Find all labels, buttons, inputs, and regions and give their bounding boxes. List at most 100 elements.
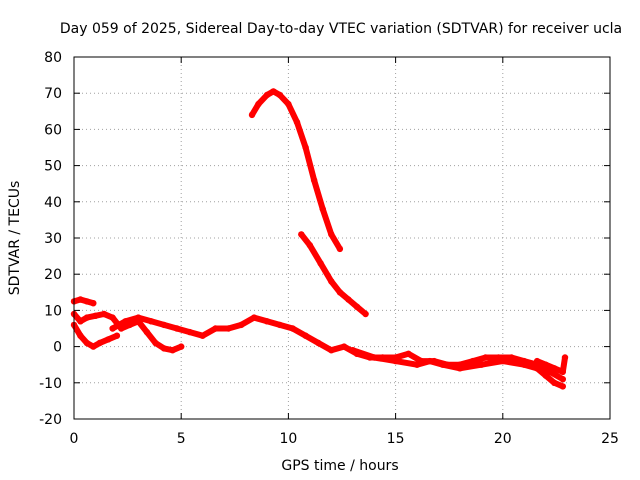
data-point bbox=[169, 347, 176, 354]
data-point bbox=[521, 361, 528, 368]
data-point bbox=[499, 357, 506, 365]
data-point bbox=[336, 245, 344, 253]
data-point bbox=[92, 312, 99, 319]
data-point bbox=[328, 278, 335, 285]
data-point bbox=[302, 332, 309, 339]
data-point bbox=[160, 345, 168, 352]
data-point bbox=[225, 325, 232, 332]
tick-layer: 0 5 10 15 20 25 -20 -10 0 10 20 30 40 50 60 70 80 bbox=[39, 50, 619, 447]
data-point bbox=[551, 379, 558, 386]
y-tick-label: 50 bbox=[44, 159, 62, 175]
data-point bbox=[143, 328, 151, 336]
chart-title: Day 059 of 2025, Sidereal Day-to-day VTE… bbox=[60, 21, 622, 37]
series-arc-late-tail bbox=[533, 354, 569, 376]
data-point bbox=[542, 372, 549, 379]
y-tick-label: 40 bbox=[44, 195, 62, 211]
data-point bbox=[508, 354, 515, 361]
x-axis-label: GPS time / hours bbox=[281, 458, 398, 474]
data-point bbox=[250, 314, 258, 321]
data-point bbox=[551, 365, 558, 372]
data-point bbox=[345, 296, 352, 303]
data-point bbox=[478, 361, 485, 368]
data-point bbox=[96, 339, 103, 347]
series-arc-second-descent bbox=[298, 231, 369, 318]
data-point bbox=[315, 339, 322, 347]
data-point bbox=[90, 300, 97, 307]
data-point bbox=[302, 144, 309, 151]
data-point bbox=[270, 88, 277, 95]
series-arc-main-band bbox=[109, 314, 566, 383]
data-point bbox=[482, 354, 489, 361]
data-point bbox=[340, 343, 348, 350]
data-point bbox=[559, 368, 566, 376]
y-tick-label: 70 bbox=[44, 86, 62, 102]
data-point bbox=[559, 376, 566, 383]
series-arc-high-peak bbox=[248, 88, 344, 253]
data-point bbox=[152, 339, 159, 347]
data-point bbox=[83, 314, 91, 321]
data-point bbox=[542, 361, 549, 368]
data-point bbox=[263, 91, 271, 99]
data-point bbox=[456, 365, 464, 372]
data-point bbox=[533, 357, 541, 365]
data-point bbox=[148, 318, 155, 325]
data-point bbox=[310, 176, 318, 184]
data-point bbox=[238, 321, 245, 329]
data-point bbox=[100, 310, 108, 318]
data-point bbox=[293, 119, 301, 126]
data-point bbox=[371, 354, 378, 361]
data-point bbox=[212, 325, 219, 332]
data-point bbox=[248, 111, 256, 119]
data-point bbox=[298, 231, 305, 238]
series-line bbox=[71, 296, 97, 307]
data-point bbox=[439, 361, 446, 368]
y-tick-label: 30 bbox=[44, 231, 62, 247]
data-point bbox=[160, 321, 168, 329]
data-point bbox=[113, 332, 121, 339]
y-tick-label: 20 bbox=[44, 267, 62, 283]
y-tick-label: 80 bbox=[44, 50, 62, 66]
data-point bbox=[263, 318, 271, 325]
data-point bbox=[533, 365, 541, 372]
y-tick-label: -10 bbox=[39, 376, 62, 392]
series-arc-early-upper bbox=[70, 296, 97, 307]
data-point bbox=[178, 343, 185, 350]
data-point bbox=[77, 296, 84, 303]
data-point bbox=[105, 336, 112, 343]
y-tick-label: 10 bbox=[44, 303, 62, 319]
y-tick-label: 60 bbox=[44, 122, 62, 138]
data-point bbox=[405, 350, 412, 357]
x-tick-label: 25 bbox=[601, 431, 619, 447]
data-point bbox=[289, 325, 296, 332]
data-point bbox=[349, 347, 356, 354]
data-point bbox=[90, 343, 97, 350]
data-point bbox=[328, 347, 335, 354]
data-point bbox=[276, 321, 283, 329]
data-point bbox=[317, 260, 324, 267]
data-point bbox=[109, 325, 116, 332]
data-point bbox=[362, 310, 369, 318]
series-arc-main-lower bbox=[349, 347, 566, 390]
data-point bbox=[186, 328, 193, 336]
data-point bbox=[77, 318, 84, 325]
data-point bbox=[83, 339, 91, 347]
data-point bbox=[285, 100, 292, 108]
series-arc-early-loop bbox=[70, 310, 185, 354]
series-line bbox=[249, 88, 343, 252]
data-point bbox=[413, 361, 421, 368]
data-point bbox=[353, 303, 361, 310]
y-axis-label: SDTVAR / TECUs bbox=[7, 181, 23, 296]
data-point bbox=[109, 314, 116, 321]
data-point bbox=[173, 325, 181, 332]
data-point bbox=[426, 357, 434, 365]
x-tick-label: 5 bbox=[177, 431, 186, 447]
data-point bbox=[122, 318, 129, 325]
data-point bbox=[255, 100, 262, 108]
x-tick-label: 20 bbox=[494, 431, 512, 447]
data-point bbox=[392, 357, 399, 365]
x-tick-label: 10 bbox=[279, 431, 297, 447]
data-point bbox=[135, 314, 142, 321]
y-tick-label: -20 bbox=[39, 412, 62, 428]
series-arc-early-lower bbox=[70, 321, 121, 350]
